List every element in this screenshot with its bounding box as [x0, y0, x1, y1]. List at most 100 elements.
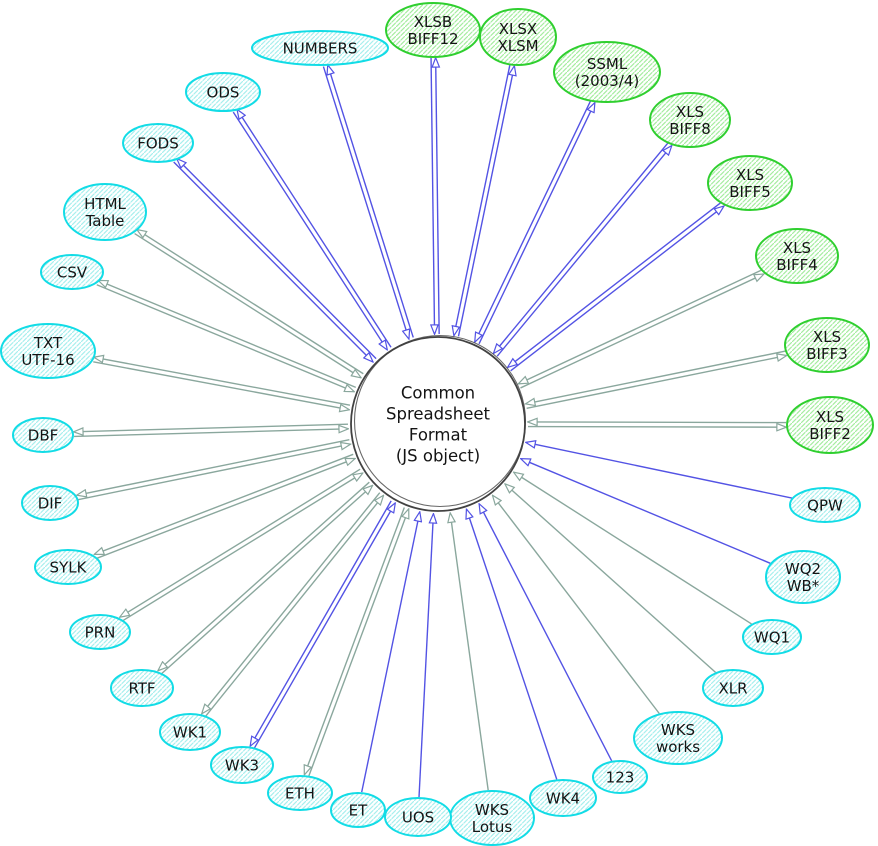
node-ellipse-sylk [34, 549, 102, 585]
node-label-dif: DIF [38, 495, 63, 513]
edge-numbers [322, 65, 414, 339]
node-csv: CSV [40, 254, 104, 290]
node-rtf: RTF [110, 669, 174, 707]
node-label-wq1: WQ1 [754, 629, 790, 647]
node-wks-lotus: WKS Lotus [449, 790, 535, 846]
node-ellipse-123 [592, 760, 648, 794]
node-label-rtf: RTF [128, 680, 155, 698]
node-label-xls-biff3: XLS BIFF3 [806, 328, 848, 363]
node-ellipse-et [330, 792, 386, 828]
edge-qpw [526, 442, 793, 499]
edge-xls-biff8 [494, 142, 672, 357]
node-ellipse-fods [122, 123, 194, 163]
node-ellipse-rtf [110, 669, 174, 707]
node-ellipse-csv [40, 254, 104, 290]
edges-layer [74, 58, 793, 798]
edge-xls-biff2 [528, 422, 786, 427]
node-ellipse-eth [267, 775, 333, 811]
node-label-xls-biff2: XLS BIFF2 [809, 408, 851, 443]
edge-html-table [134, 230, 364, 378]
edge-xls-biff3 [526, 350, 787, 410]
node-label-xlsx-xlsm: XLSX XLSM [497, 20, 538, 55]
node-ellipse-qpw [789, 487, 861, 523]
edge-xlsb-biff12 [431, 58, 439, 334]
node-ellipse-dif [21, 485, 79, 521]
node-label-wk4: WK4 [546, 790, 580, 808]
node-xls-biff3: XLS BIFF3 [784, 317, 870, 373]
node-label-xlsb-biff12: XLSB BIFF12 [407, 13, 458, 48]
edge-fods [173, 159, 377, 362]
node-xls-biff8: XLS BIFF8 [649, 92, 731, 148]
edge-wq1 [514, 472, 752, 625]
node-ellipse-xls-biff3 [784, 317, 870, 373]
node-label-dbf: DBF [28, 427, 58, 445]
node-xls-biff2: XLS BIFF2 [786, 396, 874, 454]
node-ellipse-html-table [63, 183, 147, 241]
node-label-html-table: HTML Table [84, 195, 126, 230]
node-label-wks-lotus: WKS Lotus [472, 801, 513, 836]
edge-eth [304, 507, 408, 776]
node-ellipse-wq2-wb [765, 550, 841, 604]
node-label-prn: PRN [85, 624, 116, 642]
node-xls-biff5: XLS BIFF5 [707, 155, 793, 211]
edge-xlsx-xlsm [454, 65, 514, 336]
node-label-xls-biff8: XLS BIFF8 [669, 103, 711, 138]
node-ellipse-wq1 [742, 619, 802, 655]
node-prn: PRN [69, 614, 131, 650]
node-ellipse-ssml [553, 41, 661, 103]
node-ellipse-uos [384, 797, 452, 837]
edge-csv [96, 281, 357, 392]
node-wks-works: WKS works [633, 711, 723, 765]
node-numbers: NUMBERS [251, 30, 389, 66]
edge-wk1 [202, 492, 383, 717]
edge-rtf [158, 481, 372, 675]
node-wk1: WK1 [159, 713, 221, 751]
edge-wks-works [493, 496, 660, 714]
node-ssml: SSML (2003/4) [553, 41, 661, 103]
node-et: ET [330, 792, 386, 828]
center-node: Common Spreadsheet Format (JS object) [350, 334, 527, 512]
node-xls-biff4: XLS BIFF4 [755, 228, 839, 284]
center-circle-sketch-line [353, 334, 527, 508]
edge-ssml [475, 100, 595, 345]
node-wk4: WK4 [529, 779, 597, 817]
node-label-xls-biff5: XLS BIFF5 [729, 166, 771, 201]
node-ellipse-xlsx-xlsm [479, 8, 557, 66]
node-ods: ODS [185, 72, 261, 112]
node-ellipse-prn [69, 614, 131, 650]
node-label-csv: CSV [57, 264, 88, 282]
node-xlsx-xlsm: XLSX XLSM [479, 8, 557, 66]
node-label-123: 123 [606, 769, 635, 787]
node-eth: ETH [267, 775, 333, 811]
node-wq1: WQ1 [742, 619, 802, 655]
node-123: 123 [592, 760, 648, 794]
edge-xlr [505, 484, 717, 673]
node-ellipse-xlsb-biff12 [385, 2, 481, 58]
node-label-sylk: SYLK [50, 559, 88, 577]
node-ellipse-dbf [12, 417, 74, 453]
node-label-fods: FODS [137, 135, 179, 153]
edge-wq2-wb [521, 459, 771, 564]
edge-xls-biff4 [519, 269, 764, 389]
node-xlr: XLR [702, 669, 764, 707]
node-ellipse-wk4 [529, 779, 597, 817]
node-ellipse-wk3 [210, 746, 274, 784]
edge-123 [479, 504, 613, 762]
node-label-eth: ETH [285, 785, 315, 803]
edge-xls-biff5 [508, 201, 724, 372]
node-uos: UOS [384, 797, 452, 837]
node-sylk: SYLK [34, 549, 102, 585]
node-ellipse-xls-biff4 [755, 228, 839, 284]
node-dif: DIF [21, 485, 79, 521]
node-label-et: ET [349, 802, 368, 820]
edge-prn [120, 468, 363, 622]
node-ellipse-wks-works [633, 711, 723, 765]
center-label: Common Spreadsheet Format (JS object) [386, 384, 490, 466]
node-ellipse-xls-biff2 [786, 396, 874, 454]
node-html-table: HTML Table [63, 183, 147, 241]
edge-sylk [95, 453, 355, 560]
edge-txt-utf16 [93, 357, 350, 409]
